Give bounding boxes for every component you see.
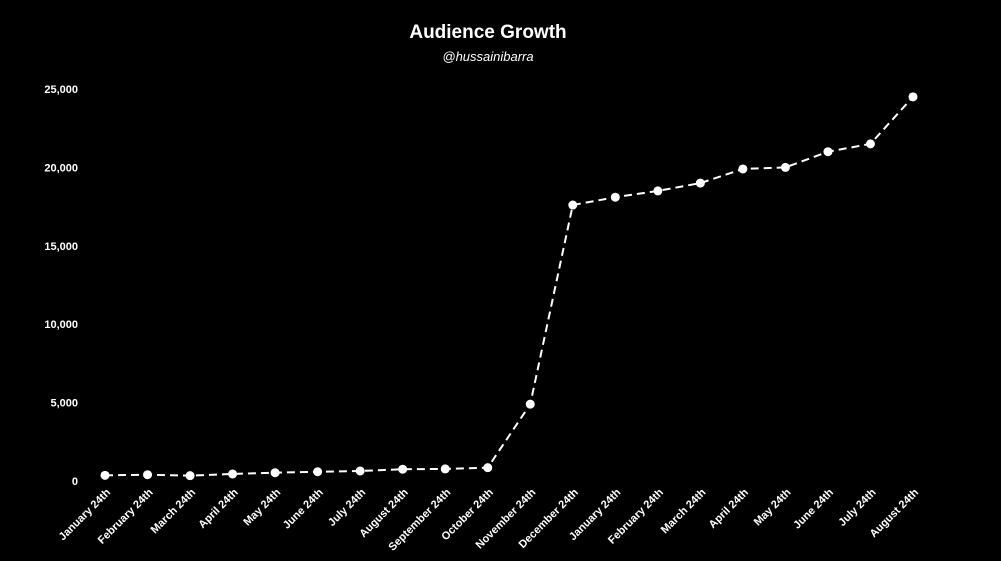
- x-tick-label: March 24th: [149, 486, 199, 536]
- data-point: [355, 466, 365, 476]
- data-point: [908, 92, 918, 102]
- data-point: [228, 469, 238, 479]
- x-tick-label: July 24th: [836, 486, 878, 528]
- x-tick-label: July 24th: [326, 486, 368, 528]
- data-point: [440, 464, 450, 474]
- data-point: [143, 470, 153, 480]
- data-point: [185, 471, 195, 481]
- y-tick-label: 5,000: [50, 398, 78, 410]
- y-tick-label: 0: [72, 476, 78, 488]
- chart-title: Audience Growth: [409, 22, 566, 43]
- x-tick-label: May 24th: [752, 486, 794, 528]
- data-point: [695, 178, 705, 188]
- data-point: [823, 147, 833, 157]
- x-tick-label: June 24th: [791, 486, 836, 531]
- data-point: [483, 463, 493, 473]
- data-point: [270, 468, 280, 478]
- y-tick-label: 20,000: [44, 162, 78, 174]
- data-point: [100, 470, 110, 480]
- data-point: [738, 164, 748, 174]
- y-tick-label: 25,000: [44, 84, 78, 96]
- y-tick-label: 10,000: [44, 319, 78, 331]
- data-point: [568, 200, 578, 210]
- x-tick-label: March 24th: [659, 486, 709, 536]
- x-tick-label: April 24th: [707, 486, 752, 531]
- data-point: [653, 186, 663, 196]
- y-tick-label: 15,000: [44, 241, 78, 253]
- data-point: [525, 399, 535, 409]
- chart-subtitle: @hussainibarra: [442, 49, 533, 64]
- data-point: [610, 192, 620, 202]
- data-point: [780, 162, 790, 172]
- x-tick-label: May 24th: [241, 486, 283, 528]
- series-line: [104, 96, 914, 477]
- data-point: [865, 139, 875, 149]
- data-point: [313, 467, 323, 477]
- x-tick-label: June 24th: [281, 486, 326, 531]
- x-tick-label: April 24th: [196, 486, 241, 531]
- data-point: [398, 464, 408, 474]
